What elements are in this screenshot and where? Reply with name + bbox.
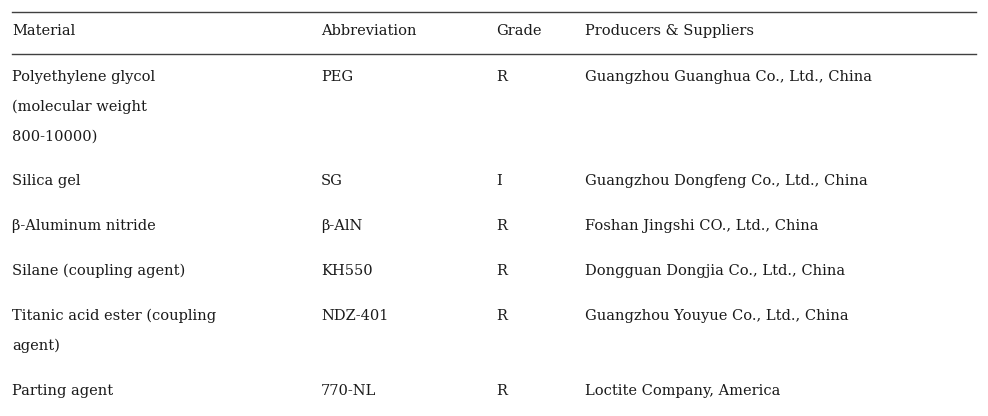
Text: β-Aluminum nitride: β-Aluminum nitride (12, 219, 155, 233)
Text: R: R (496, 69, 507, 84)
Text: Guangzhou Guanghua Co., Ltd., China: Guangzhou Guanghua Co., Ltd., China (585, 69, 871, 84)
Text: Foshan Jingshi CO., Ltd., China: Foshan Jingshi CO., Ltd., China (585, 219, 818, 233)
Text: 770-NL: 770-NL (321, 384, 376, 398)
Text: Loctite Company, America: Loctite Company, America (585, 384, 781, 398)
Text: agent): agent) (12, 339, 59, 353)
Text: Polyethylene glycol: Polyethylene glycol (12, 69, 155, 84)
Text: R: R (496, 219, 507, 233)
Text: Guangzhou Dongfeng Co., Ltd., China: Guangzhou Dongfeng Co., Ltd., China (585, 174, 867, 188)
Text: I: I (496, 174, 502, 188)
Text: 800-10000): 800-10000) (12, 129, 97, 144)
Text: (molecular weight: (molecular weight (12, 99, 147, 114)
Text: Abbreviation: Abbreviation (321, 24, 417, 38)
Text: R: R (496, 309, 507, 323)
Text: R: R (496, 264, 507, 278)
Text: Silane (coupling agent): Silane (coupling agent) (12, 264, 185, 278)
Text: Silica gel: Silica gel (12, 174, 80, 188)
Text: Titanic acid ester (coupling: Titanic acid ester (coupling (12, 309, 216, 323)
Text: Parting agent: Parting agent (12, 384, 113, 398)
Text: Material: Material (12, 24, 75, 38)
Text: PEG: PEG (321, 69, 354, 84)
Text: Grade: Grade (496, 24, 541, 38)
Text: R: R (496, 384, 507, 398)
Text: Dongguan Dongjia Co., Ltd., China: Dongguan Dongjia Co., Ltd., China (585, 264, 845, 278)
Text: Producers & Suppliers: Producers & Suppliers (585, 24, 754, 38)
Text: NDZ-401: NDZ-401 (321, 309, 388, 323)
Text: Guangzhou Youyue Co., Ltd., China: Guangzhou Youyue Co., Ltd., China (585, 309, 849, 323)
Text: KH550: KH550 (321, 264, 372, 278)
Text: SG: SG (321, 174, 343, 188)
Text: β-AlN: β-AlN (321, 219, 363, 233)
